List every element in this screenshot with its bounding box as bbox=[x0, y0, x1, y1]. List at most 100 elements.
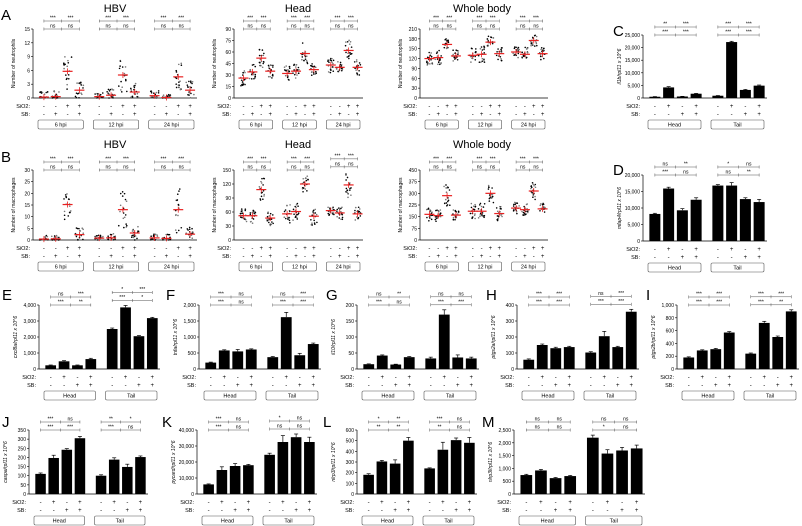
sb-sign: - bbox=[330, 112, 332, 118]
sb-sign: - bbox=[381, 508, 383, 514]
sio2-sign: - bbox=[515, 246, 517, 252]
data-point bbox=[121, 66, 124, 68]
y-tick-label: 45 bbox=[225, 62, 231, 68]
data-point bbox=[258, 48, 261, 51]
data-point bbox=[492, 37, 495, 39]
sig-label: ns bbox=[123, 165, 129, 171]
bar bbox=[376, 461, 388, 494]
sio2-sign: - bbox=[750, 375, 752, 381]
data-point bbox=[239, 212, 242, 215]
sio2-sign: + bbox=[347, 104, 351, 110]
data-point bbox=[134, 239, 136, 241]
data-point bbox=[74, 95, 77, 98]
sig-label: ns bbox=[376, 292, 382, 298]
group-label: Head bbox=[221, 519, 234, 525]
data-point bbox=[270, 69, 273, 71]
data-point bbox=[188, 80, 190, 83]
sig-label: ns bbox=[598, 291, 604, 297]
sio2-sign: + bbox=[540, 375, 544, 381]
bar bbox=[307, 344, 319, 369]
data-point bbox=[540, 58, 542, 61]
bar bbox=[601, 453, 614, 494]
data-point bbox=[121, 191, 124, 193]
sio2-sign: + bbox=[347, 246, 351, 252]
sig-label: *** bbox=[716, 292, 722, 298]
sig-label: * bbox=[378, 417, 380, 423]
data-point bbox=[190, 234, 193, 237]
data-point bbox=[346, 176, 349, 179]
y-tick-label: 1,500 bbox=[498, 454, 511, 460]
bar bbox=[712, 185, 724, 241]
y-tick-label: 75 bbox=[411, 226, 417, 232]
sio2-sign: - bbox=[368, 500, 370, 506]
sig-label: *** bbox=[618, 291, 624, 297]
y-tick-label: 5,000 bbox=[627, 223, 640, 229]
group-label: Tail bbox=[444, 519, 452, 525]
sig-label: ns bbox=[179, 24, 185, 30]
y-tick-label: 25,000 bbox=[625, 33, 641, 39]
bar bbox=[45, 365, 57, 369]
y-tick-label: 0 bbox=[414, 96, 417, 102]
data-point bbox=[82, 228, 84, 231]
sb-sign: + bbox=[407, 508, 411, 514]
sio2-sign: - bbox=[555, 500, 557, 506]
data-point bbox=[453, 56, 456, 59]
sb-sign: - bbox=[67, 112, 69, 118]
sig-label: ns bbox=[457, 417, 463, 423]
data-point bbox=[253, 210, 256, 213]
y-tick-label: 400 bbox=[666, 341, 675, 347]
data-point bbox=[495, 207, 498, 209]
data-point bbox=[267, 64, 270, 67]
sio2-sign: + bbox=[700, 375, 704, 381]
sig-label: ns bbox=[726, 170, 732, 176]
panel-label: K bbox=[162, 414, 172, 431]
bar bbox=[85, 359, 97, 369]
data-point bbox=[358, 69, 360, 72]
group-box bbox=[201, 515, 254, 526]
bar bbox=[772, 337, 784, 369]
y-tick-label: 90 bbox=[411, 66, 417, 72]
data-point bbox=[70, 56, 73, 58]
data-point bbox=[258, 185, 261, 188]
sb-sign: + bbox=[308, 508, 312, 514]
data-point bbox=[53, 90, 56, 93]
y-axis-label: ptgs2a/rpl11 x 10^6 bbox=[491, 315, 497, 359]
sig-label: *** bbox=[291, 16, 297, 22]
data-point bbox=[129, 87, 132, 90]
y-tick-label: 60 bbox=[225, 50, 231, 56]
data-point bbox=[540, 46, 543, 49]
sig-label: *** bbox=[725, 22, 731, 28]
bar bbox=[612, 347, 624, 369]
data-point bbox=[80, 92, 82, 94]
data-point bbox=[501, 215, 503, 218]
data-point bbox=[269, 64, 272, 66]
data-point bbox=[350, 194, 352, 196]
sig-label: *** bbox=[536, 300, 542, 306]
data-point bbox=[457, 50, 460, 52]
data-point bbox=[245, 220, 248, 223]
data-point bbox=[479, 212, 482, 215]
data-point bbox=[428, 219, 430, 222]
group-label: Head bbox=[63, 394, 76, 400]
data-point bbox=[481, 212, 484, 214]
data-point bbox=[75, 227, 78, 229]
data-point bbox=[316, 221, 318, 224]
data-point bbox=[539, 54, 542, 56]
sb-sign: + bbox=[65, 508, 69, 514]
data-point bbox=[348, 54, 350, 57]
sig-label: *** bbox=[778, 291, 784, 297]
data-point bbox=[271, 77, 273, 79]
data-point bbox=[350, 52, 353, 55]
data-point bbox=[514, 53, 516, 56]
data-point bbox=[516, 212, 518, 215]
sio2-sign: - bbox=[286, 246, 288, 252]
y-tick-label: 500 bbox=[188, 351, 197, 357]
sio2-label: SiO2: bbox=[340, 375, 354, 381]
y-tick-label: 150 bbox=[223, 168, 232, 174]
sio2-sign: - bbox=[251, 246, 253, 252]
data-point bbox=[286, 204, 288, 207]
y-axis-label: nlrp3l/rpl11 x 10^6 bbox=[488, 442, 494, 483]
data-point bbox=[67, 198, 70, 200]
